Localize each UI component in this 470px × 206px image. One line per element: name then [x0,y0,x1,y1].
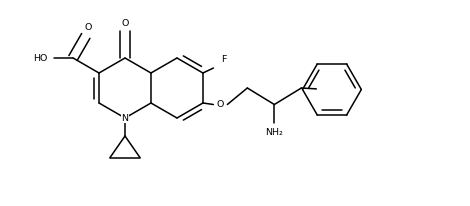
Text: O: O [217,100,224,109]
Text: HO: HO [33,54,47,62]
Text: O: O [121,19,129,28]
Text: O: O [84,23,92,32]
Text: NH₂: NH₂ [266,128,283,137]
Text: N: N [122,114,128,123]
Text: F: F [221,55,226,64]
